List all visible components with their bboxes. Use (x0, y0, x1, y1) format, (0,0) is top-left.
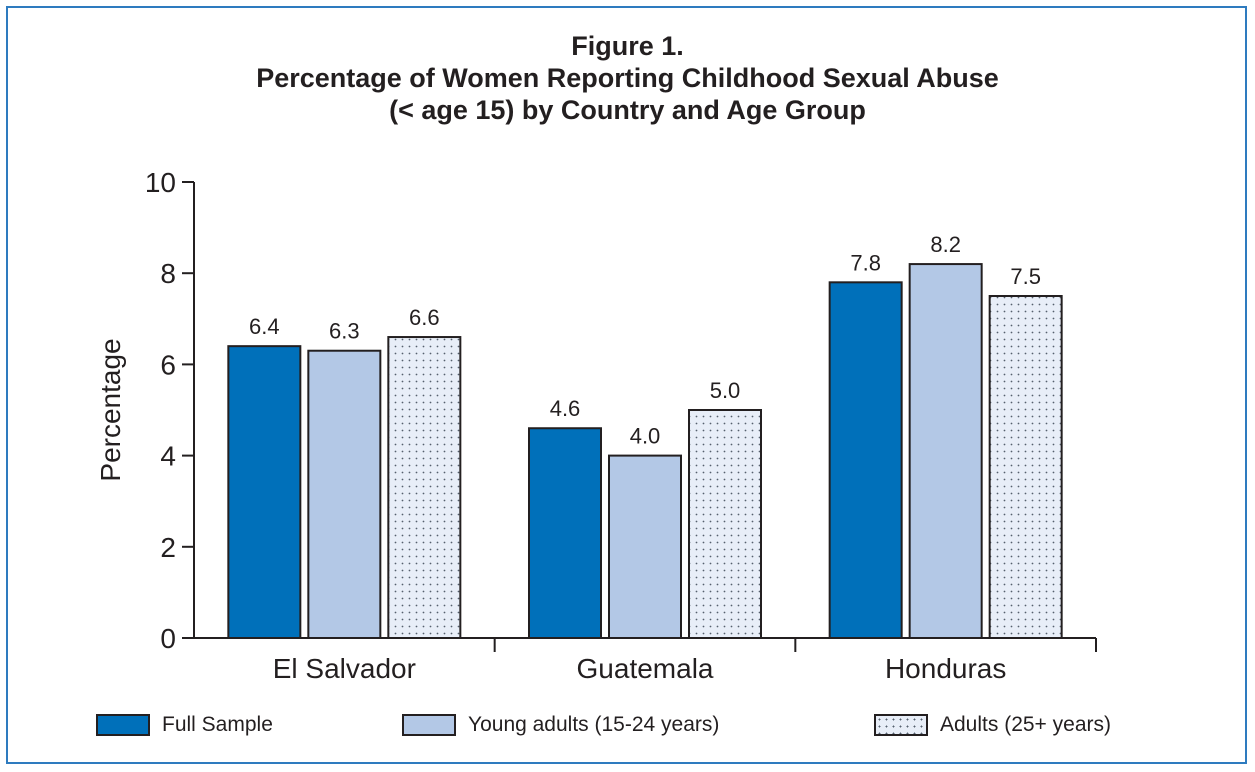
bar-value-label: 6.3 (329, 319, 360, 344)
bar (528, 427, 602, 639)
legend-label-adults: Adults (25+ years) (940, 713, 1111, 736)
bar-value-label: 7.8 (850, 250, 881, 275)
legend-swatch-full-sample (96, 714, 150, 736)
legend-full-sample: Full Sample (96, 710, 273, 740)
bar (828, 281, 903, 639)
bar-value-label: 8.2 (930, 232, 961, 257)
y-tick-label-0: 0 (160, 623, 176, 654)
y-tick-label-6: 6 (160, 349, 176, 380)
bar (988, 295, 1063, 639)
bar (307, 349, 382, 639)
bar-value-label: 6.6 (409, 305, 440, 330)
bar (608, 454, 682, 639)
bar (688, 409, 762, 639)
x-category-label: El Salvador (273, 653, 416, 684)
chart-title-line-3: (< age 15) by Country and Age Group (389, 95, 866, 125)
y-tick-label-4: 4 (160, 441, 176, 472)
y-axis-label: Percentage (95, 338, 126, 481)
legend-swatch-adults (874, 714, 928, 736)
legend-label-young-adults: Young adults (15-24 years) (468, 713, 720, 736)
bar (227, 345, 302, 639)
legend-adults: Adults (25+ years) (874, 710, 1111, 740)
bar (908, 263, 983, 639)
legend-young-adults: Young adults (15-24 years) (402, 710, 719, 740)
chart-title-line-2: Percentage of Women Reporting Childhood … (256, 63, 999, 93)
bar-value-label: 6.4 (249, 314, 280, 339)
y-tick-label-10: 10 (145, 167, 176, 198)
legend-label-full-sample: Full Sample (162, 713, 273, 736)
chart-title-line-1: Figure 1. (571, 31, 684, 61)
chart-title: Figure 1. Percentage of Women Reporting … (0, 30, 1255, 126)
bar-value-label: 4.6 (550, 396, 581, 421)
bar-value-label: 4.0 (630, 424, 661, 449)
bar (387, 336, 462, 639)
y-tick-label-8: 8 (160, 258, 176, 289)
x-category-label: Honduras (885, 653, 1006, 684)
y-tick-label-2: 2 (160, 532, 176, 563)
bar-value-label: 7.5 (1010, 264, 1041, 289)
legend-swatch-young-adults (402, 714, 456, 736)
x-category-label: Guatemala (577, 653, 714, 684)
bar-value-label: 5.0 (710, 378, 741, 403)
